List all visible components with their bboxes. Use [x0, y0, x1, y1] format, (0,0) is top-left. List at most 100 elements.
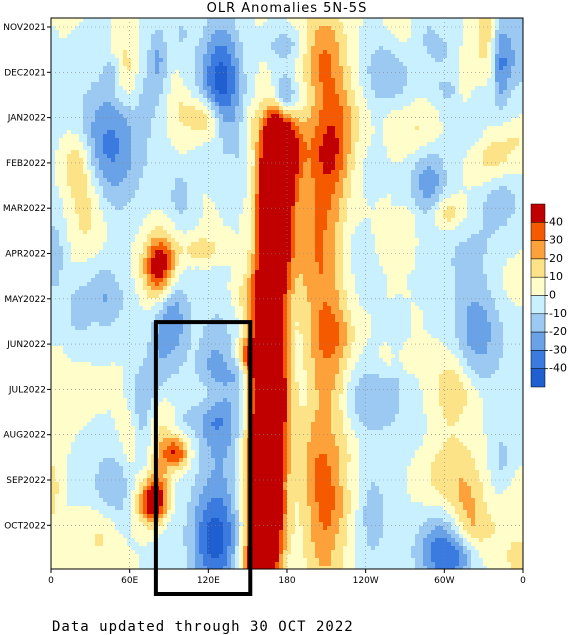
heatmap-cell — [291, 146, 296, 151]
heatmap-cell — [443, 22, 448, 27]
heatmap-cell — [183, 58, 188, 63]
heatmap-cell — [119, 138, 124, 143]
heatmap-cell — [399, 30, 404, 35]
heatmap-cell — [367, 170, 372, 175]
heatmap-cell — [211, 174, 216, 179]
heatmap-cell — [323, 54, 328, 59]
heatmap-cell — [407, 74, 412, 79]
heatmap-cell — [235, 162, 240, 167]
heatmap-cell — [415, 18, 420, 23]
heatmap-cell — [327, 22, 332, 27]
heatmap-cell — [479, 150, 484, 155]
heatmap-cell — [479, 18, 484, 23]
heatmap-cell — [307, 146, 312, 151]
heatmap-cell — [55, 150, 60, 155]
heatmap-cell — [135, 166, 140, 171]
heatmap-cell — [235, 38, 240, 43]
heatmap-cell — [131, 102, 136, 107]
heatmap-cell — [519, 18, 523, 23]
heatmap-cell — [147, 178, 152, 183]
heatmap-cell — [499, 26, 504, 31]
heatmap-cell — [99, 186, 104, 191]
heatmap-cell — [511, 182, 516, 187]
heatmap-cell — [375, 122, 380, 127]
heatmap-cell — [287, 46, 292, 51]
heatmap-cell — [95, 66, 100, 71]
heatmap-cell — [383, 118, 388, 123]
heatmap-cell — [339, 22, 344, 27]
heatmap-cell — [263, 118, 268, 123]
heatmap-cell — [119, 90, 124, 95]
heatmap-cell — [243, 86, 248, 91]
heatmap-cell — [415, 38, 420, 43]
heatmap-cell — [295, 26, 300, 31]
heatmap-cell — [71, 174, 76, 179]
heatmap-cell — [79, 62, 84, 67]
heatmap-cell — [343, 54, 348, 59]
heatmap-cell — [103, 26, 108, 31]
heatmap-cell — [67, 70, 72, 75]
heatmap-cell — [199, 174, 204, 179]
heatmap-cell — [159, 142, 164, 147]
heatmap-cell — [215, 50, 220, 55]
heatmap-cell — [235, 122, 240, 127]
heatmap-cell — [519, 130, 523, 135]
heatmap-cell — [267, 146, 272, 151]
heatmap-cell — [423, 58, 428, 63]
heatmap-cell — [251, 86, 256, 91]
heatmap-cell — [127, 98, 132, 103]
heatmap-cell — [335, 154, 340, 159]
heatmap-cell — [415, 86, 420, 91]
heatmap-cell — [507, 30, 512, 35]
heatmap-cell — [287, 118, 292, 123]
heatmap-cell — [263, 62, 268, 67]
heatmap-cell — [435, 78, 440, 83]
heatmap-cell — [231, 22, 236, 27]
heatmap-cell — [227, 150, 232, 155]
heatmap-cell — [411, 162, 416, 167]
heatmap-cell — [319, 142, 324, 147]
heatmap-cell — [415, 174, 420, 179]
heatmap-cell — [315, 142, 320, 147]
heatmap-cell — [359, 46, 364, 51]
heatmap-cell — [363, 46, 368, 51]
heatmap-cell — [131, 134, 136, 139]
heatmap-cell — [335, 58, 340, 63]
heatmap-cell — [167, 98, 172, 103]
heatmap-cell — [359, 162, 364, 167]
heatmap-cell — [391, 130, 396, 135]
heatmap-cell — [167, 70, 172, 75]
heatmap-cell — [95, 170, 100, 175]
heatmap-cell — [87, 118, 92, 123]
heatmap-cell — [431, 42, 436, 47]
heatmap-cell — [307, 26, 312, 31]
heatmap-cell — [363, 22, 368, 27]
heatmap-cell — [91, 90, 96, 95]
heatmap-cell — [87, 130, 92, 135]
heatmap-cell — [187, 70, 192, 75]
heatmap-cell — [99, 62, 104, 67]
heatmap-cell — [255, 178, 260, 183]
heatmap-cell — [323, 130, 328, 135]
heatmap-cell — [183, 90, 188, 95]
heatmap-cell — [495, 122, 500, 127]
heatmap-cell — [139, 178, 144, 183]
heatmap-cell — [499, 90, 504, 95]
heatmap-cell — [123, 70, 128, 75]
heatmap-cell — [79, 66, 84, 71]
heatmap-cell — [287, 146, 292, 151]
heatmap-cell — [343, 82, 348, 87]
heatmap-cell — [151, 38, 156, 43]
heatmap-cell — [75, 102, 80, 107]
heatmap-cell — [415, 114, 420, 119]
heatmap-cell — [175, 82, 180, 87]
heatmap-cell — [259, 94, 264, 99]
heatmap-cell — [95, 98, 100, 103]
heatmap-cell — [351, 74, 356, 79]
heatmap-cell — [439, 154, 444, 159]
heatmap-cell — [443, 130, 448, 135]
heatmap-cell — [135, 134, 140, 139]
heatmap-cell — [327, 66, 332, 71]
heatmap-cell — [399, 150, 404, 155]
heatmap-cell — [519, 38, 523, 43]
